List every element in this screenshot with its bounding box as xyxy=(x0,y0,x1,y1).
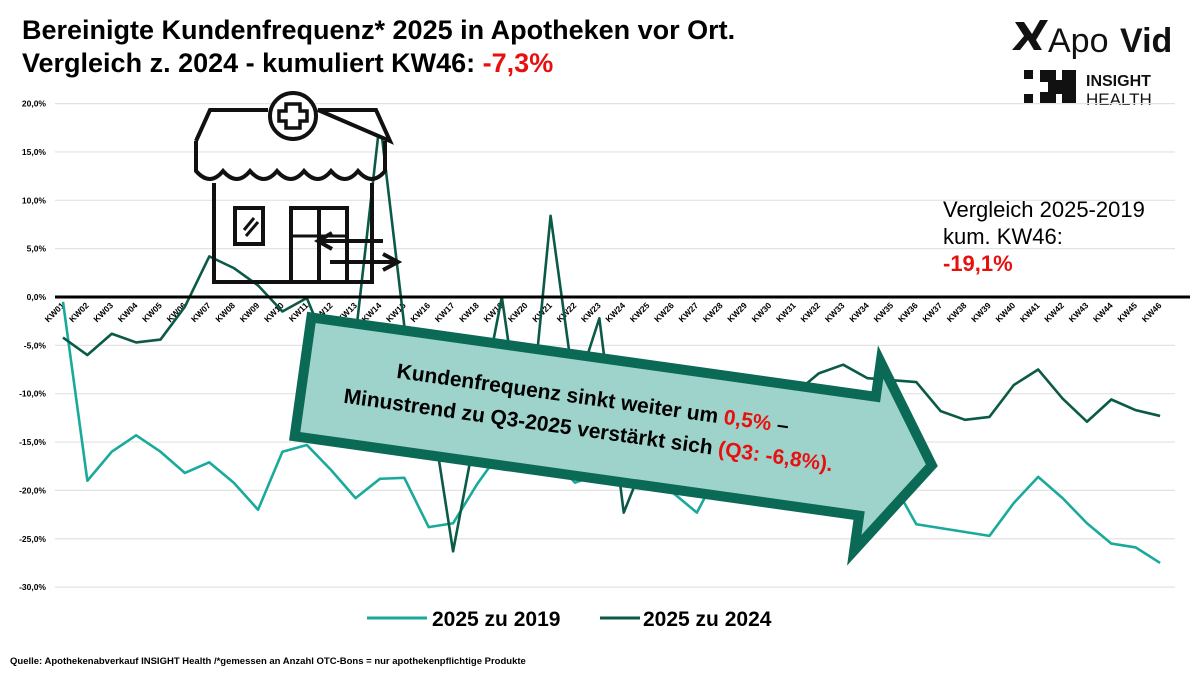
source-note: Quelle: Apothekenabverkauf INSIGHT Healt… xyxy=(10,656,526,667)
x-tick-label: KW32 xyxy=(798,300,822,324)
x-tick-label: KW41 xyxy=(1018,300,1042,324)
x-tick-label: KW46 xyxy=(1140,300,1164,324)
x-tick-label: KW08 xyxy=(213,300,237,324)
x-tick-label: KW04 xyxy=(116,300,140,324)
comparison-2019-note: Vergleich 2025-2019 kum. KW46: -19,1% xyxy=(943,197,1145,276)
svg-text:Vid: Vid xyxy=(1120,22,1172,60)
x-tick-label: KW38 xyxy=(945,300,969,324)
x-tick-label: KW02 xyxy=(67,300,91,324)
series-line-2024 xyxy=(62,118,1161,553)
x-tick-label: KW18 xyxy=(457,300,481,324)
y-tick-label: 20,0% xyxy=(22,99,47,109)
apovid-logo: Apo Vid xyxy=(1012,20,1172,60)
x-tick-label: KW34 xyxy=(847,300,871,324)
insight-health-logo: INSIGHT HEALTH xyxy=(1024,70,1152,109)
y-tick-label: 15,0% xyxy=(22,147,47,157)
x-tick-label: KW20 xyxy=(506,300,530,324)
x-tick-label: KW44 xyxy=(1091,300,1115,324)
x-tick-label: KW26 xyxy=(652,300,676,324)
y-tick-label: -5,0% xyxy=(24,340,47,350)
legend-label-2019: 2025 zu 2019 xyxy=(432,608,560,631)
y-tick-label: -15,0% xyxy=(19,437,46,447)
x-tick-label: KW25 xyxy=(628,300,652,324)
x-tick-label: KW09 xyxy=(238,300,262,324)
x-tick-label: KW43 xyxy=(1067,300,1091,324)
svg-text:Apo: Apo xyxy=(1048,22,1109,60)
y-tick-label: -30,0% xyxy=(19,582,46,592)
x-tick-label: KW16 xyxy=(408,300,432,324)
y-tick-label: 0,0% xyxy=(27,292,47,302)
x-tick-label: KW42 xyxy=(1042,300,1066,324)
y-tick-label: 10,0% xyxy=(22,195,47,205)
y-tick-label: 5,0% xyxy=(27,244,47,254)
title-line-1: Bereinigte Kundenfrequenz* 2025 in Apoth… xyxy=(22,15,736,45)
x-tick-label: KW27 xyxy=(677,300,701,324)
legend: 2025 zu 2019 2025 zu 2024 xyxy=(367,608,772,631)
x-tick-label: KW31 xyxy=(774,300,798,324)
chart-title: Bereinigte Kundenfrequenz* 2025 in Apoth… xyxy=(22,14,735,80)
title-line-2: Vergleich z. 2024 - kumuliert KW46: -7,3… xyxy=(22,48,554,78)
x-tick-label: KW36 xyxy=(896,300,920,324)
legend-label-2024: 2025 zu 2024 xyxy=(643,608,772,631)
x-tick-label: KW35 xyxy=(872,300,896,324)
comparison-value: -19,1% xyxy=(943,251,1013,276)
cumulative-value: -7,3% xyxy=(482,48,554,78)
x-tick-label: KW22 xyxy=(555,300,579,324)
logos: Apo Vid INSIGHT HEALTH xyxy=(1012,20,1172,109)
y-tick-label: -20,0% xyxy=(19,485,46,495)
x-tick-label: KW29 xyxy=(725,300,749,324)
pharmacy-storefront-icon xyxy=(194,91,403,284)
y-tick-label: -25,0% xyxy=(19,534,46,544)
x-tick-label: KW24 xyxy=(603,300,627,324)
y-tick-label: -10,0% xyxy=(19,389,46,399)
trend-callout-arrow: Kundenfrequenz sinkt weiter um 0,5% – Mi… xyxy=(289,311,938,566)
x-tick-label: KW07 xyxy=(189,300,213,324)
x-tick-label: KW28 xyxy=(701,300,725,324)
svg-text:INSIGHT: INSIGHT xyxy=(1086,73,1151,90)
x-tick-label: KW03 xyxy=(91,300,115,324)
x-tick-label: KW39 xyxy=(969,300,993,324)
x-tick-label: KW37 xyxy=(920,300,944,324)
x-tick-label: KW05 xyxy=(140,300,164,324)
x-tick-label: KW40 xyxy=(993,300,1017,324)
x-tick-label: KW33 xyxy=(823,300,847,324)
x-tick-label: KW30 xyxy=(750,300,774,324)
x-tick-label: KW45 xyxy=(1115,300,1139,324)
svg-text:HEALTH: HEALTH xyxy=(1086,90,1152,109)
x-tick-label: KW17 xyxy=(433,300,457,324)
